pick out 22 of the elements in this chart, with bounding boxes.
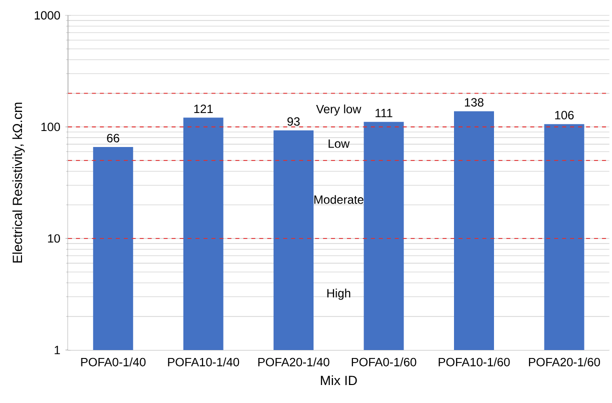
data-label: 111 [376, 108, 392, 118]
band-label: Low [328, 140, 350, 148]
y-axis-title: Electrical Resistivity, kΩ.cm [12, 102, 25, 262]
band-label: Moderate [314, 195, 364, 204]
data-label: 66 [107, 134, 120, 142]
y-tick-label: 10 [48, 234, 60, 243]
data-label: 106 [555, 110, 574, 120]
x-tick-label: POFA20-1/60 [528, 358, 600, 366]
x-tick-label: POFA10-1/60 [438, 358, 510, 366]
data-label: 138 [464, 98, 484, 107]
data-label: 93 [287, 117, 300, 126]
y-tick-label: 1000 [34, 11, 60, 20]
x-tick-label: POFA10-1/40 [168, 358, 240, 366]
data-label: 121 [194, 104, 213, 113]
band-label: High [327, 288, 350, 300]
x-tick-label: POFA20-1/40 [258, 358, 330, 366]
x-tick-label: POFA0-1/60 [352, 358, 416, 366]
band-label: Very low [316, 104, 362, 116]
y-tick-label: 1 [54, 346, 60, 354]
x-tick-label: POFA0-1/40 [81, 358, 146, 366]
x-axis-title: Mix ID [320, 375, 357, 386]
y-tick-label: 100 [41, 122, 60, 132]
